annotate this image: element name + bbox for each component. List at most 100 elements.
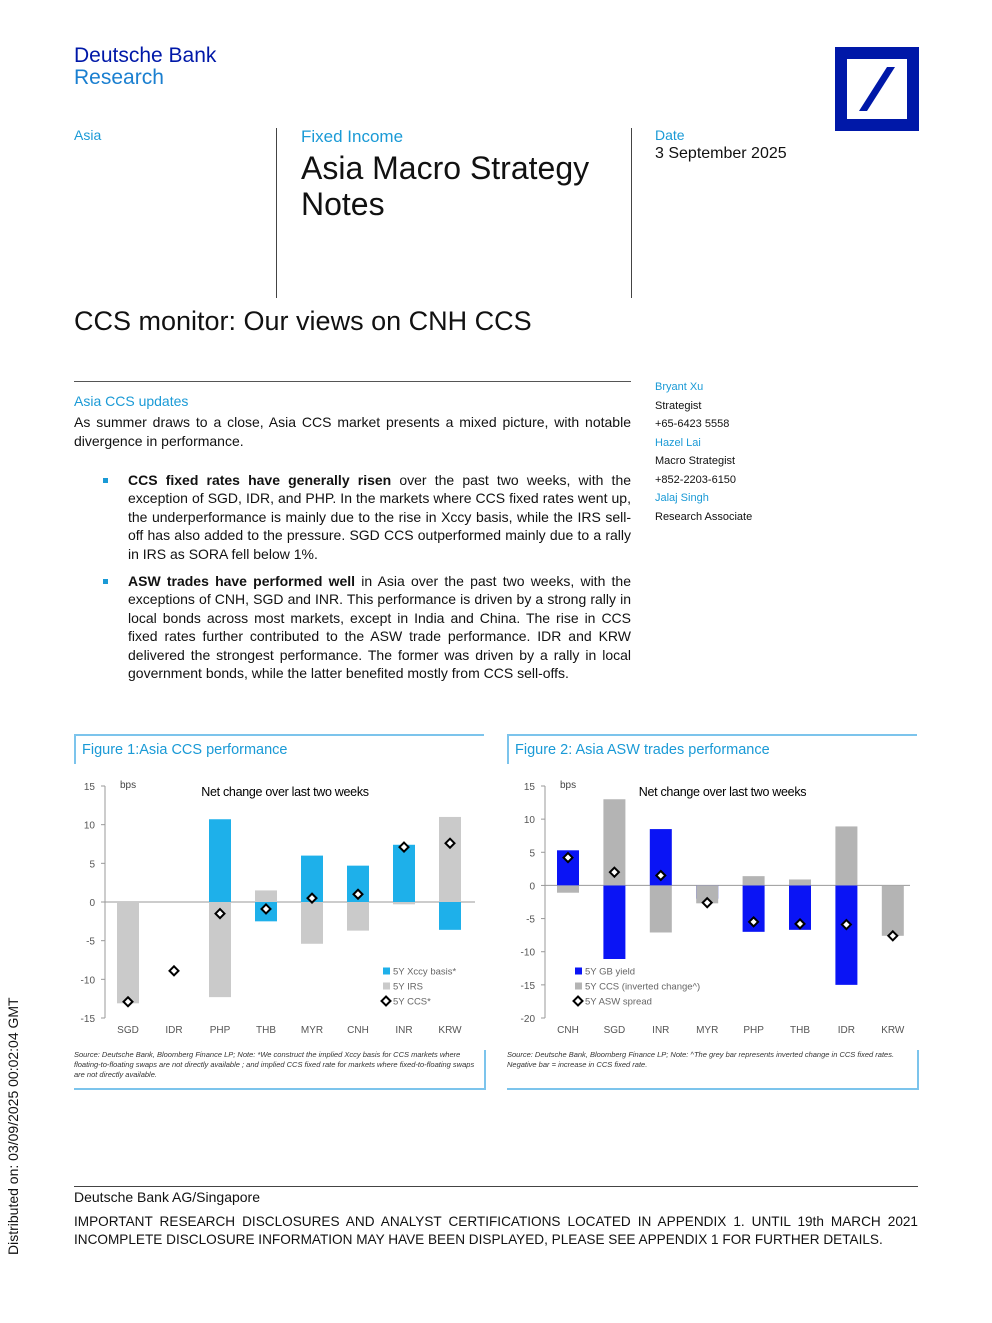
x-tick-label: IDR [165,1025,182,1036]
y-tick-label: 15 [84,782,96,793]
legend-label: 5Y GB yield [585,967,635,978]
y-tick-label: 10 [524,815,536,826]
bar [439,816,461,902]
analyst-name: Hazel Lai [655,436,701,449]
bar [347,865,369,902]
disclosure: IMPORTANT RESEARCH DISCLOSURES AND ANALY… [74,1214,918,1247]
x-tick-label: SGD [604,1025,626,1036]
marker [352,888,364,901]
bullet-text: over the past two weeks, with the except… [128,472,632,562]
bar [835,885,858,985]
analyst-name: Jalaj Singh [655,492,709,504]
analyst-phone: +852-2203-6150 [655,473,737,486]
y-tick-label: 5 [529,848,535,859]
legend-swatch [383,967,390,975]
bar [603,885,626,960]
legend-label: 5Y ASW spread [585,997,652,1008]
legend-marker [572,995,584,1007]
divider [631,128,632,298]
bar [649,829,672,886]
bullet-lead: CCS fixed rates have generally risen [128,472,392,488]
bar [835,826,858,886]
marker [168,964,180,977]
marker [562,851,574,864]
bar [255,890,277,902]
y-axis-unit: bps [560,780,576,791]
intro: As summer draws to a close, Asia CCS mar… [74,414,631,449]
figure-note: Source: Deutsche Bank, Bloomberg Finance… [507,1050,919,1090]
figure-title: Figure 1:Asia CCS performance [74,736,484,764]
brand-sub: Research [74,66,164,89]
y-tick-label: 5 [89,859,95,870]
analyst-role: Research Associate [655,510,753,523]
y-axis-unit: bps [120,780,136,791]
divider [276,128,277,298]
legend-marker [380,995,392,1007]
logo [835,47,919,131]
analyst-role: Strategist [655,399,702,412]
brand: Deutsche Bank Research [74,45,216,89]
x-tick-label: PHP [743,1025,764,1036]
bar [696,885,719,904]
rule [74,1186,918,1187]
bar [301,902,323,944]
rule [74,381,631,382]
report-title: Asia Macro Strategy Notes [301,150,590,222]
bar [881,885,904,936]
bar [117,902,139,1004]
marker [122,995,134,1008]
figure: Figure 2: Asia ASW trades performance [507,734,917,764]
bar [742,876,765,886]
marker [306,892,318,905]
x-tick-label: CNH [347,1025,369,1036]
date: 3 September 2025 [655,145,787,162]
bar [789,885,811,930]
x-tick-label: MYR [696,1025,718,1036]
marker [747,915,760,928]
legend-swatch [575,967,582,975]
bullets: CCS fixed rates have generally risen ove… [74,471,631,691]
y-tick-label: -15 [81,1014,96,1025]
marker [794,917,806,930]
x-tick-label: INR [395,1025,412,1036]
x-tick-label: MYR [301,1025,323,1036]
section-heading: Asia CCS updates [74,393,189,409]
bar [439,902,461,930]
marker [654,869,667,882]
marker [840,918,853,931]
bar [301,855,323,902]
marker [444,837,456,850]
legend-swatch [575,982,582,990]
x-tick-label: KRW [438,1025,462,1036]
x-tick-label: PHP [210,1025,231,1036]
figure-note: Source: Deutsche Bank, Bloomberg Finance… [74,1050,486,1090]
y-tick-label: -5 [86,937,95,948]
bar [347,902,369,931]
footer-entity: Deutsche Bank AG/Singapore [74,1189,261,1205]
y-tick-label: -20 [521,1014,536,1025]
analyst-role: Macro Strategist [655,455,736,467]
division: Fixed Income [301,127,404,146]
bar [393,902,415,905]
annotation: Net change over last two weeks [201,785,369,799]
bar [393,844,415,902]
x-tick-label: KRW [881,1025,905,1036]
headline: CCS monitor: Our views on CNH CCS [74,306,532,336]
bar [789,879,811,886]
legend-label: 5Y IRS [393,982,423,993]
y-tick-label: -10 [81,975,96,986]
figure-title: Figure 2: Asia ASW trades performance [507,736,917,764]
bar [603,799,626,886]
legend-label: 5Y CCS (inverted change^) [585,982,700,993]
bullet: ASW trades have performed well in Asia o… [74,572,631,682]
brand-name: Deutsche Bank [74,44,217,67]
date-label: Date [655,127,685,143]
x-tick-label: CNH [557,1025,579,1036]
bar [557,885,579,893]
bar [649,885,672,933]
x-tick-label: INR [652,1025,669,1036]
y-tick-label: 0 [89,898,95,909]
x-tick-label: IDR [838,1025,855,1036]
